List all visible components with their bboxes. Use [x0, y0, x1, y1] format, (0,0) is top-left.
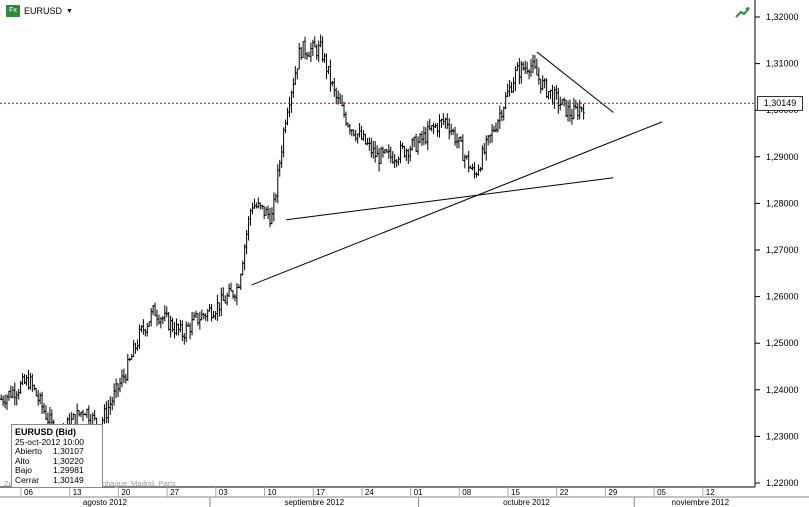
day-tick-label: 27 — [170, 488, 179, 497]
day-tick-label: 13 — [73, 488, 82, 497]
price-tick-label: 1,25000 — [766, 338, 799, 348]
day-tick-label: 29 — [608, 488, 617, 497]
time-axis[interactable]: 06 13 20 27 03 10 17 24 01 08 15 22 29 05 12 — [20, 487, 715, 497]
symbol-name: EURUSD — [24, 6, 63, 16]
day-tick-label: 06 — [24, 488, 33, 497]
price-tick-label: 1,31000 — [766, 59, 799, 69]
current-price-label: 1,30149 — [757, 96, 803, 111]
month-axis[interactable]: agosto 2012 septiembre 2012 octubre 2012 no… — [83, 497, 730, 507]
month-label: noviembre 2012 — [672, 498, 730, 507]
day-tick-label: 22 — [560, 488, 569, 497]
price-tick-label: 1,24000 — [766, 385, 799, 395]
data-window-title: EURUSD (Bid) — [15, 427, 76, 437]
price-tick-label: 1,28000 — [766, 198, 799, 208]
data-window-datetime: 25-oct-2012 10:00 — [15, 437, 84, 447]
data-row-label: Bajo — [15, 465, 33, 475]
trendline — [536, 51, 614, 113]
day-tick-label: 10 — [268, 488, 277, 497]
data-row-high: Alto 1,30220 — [15, 455, 99, 467]
data-row-low: Bajo 1,29981 — [15, 465, 99, 476]
price-tick-label: 1,29000 — [766, 152, 799, 162]
day-tick-label: 03 — [219, 488, 228, 497]
price-tick-label: 1,26000 — [766, 292, 799, 302]
price-axis[interactable]: 1,320001,310001,300001,290001,280001,270… — [755, 12, 799, 488]
price-bars — [0, 34, 585, 450]
data-row-open: Abierto 1,30107 — [15, 446, 99, 457]
symbol-selector[interactable]: Fx EURUSD ▼ — [6, 4, 73, 18]
data-row-label: Cerrar — [15, 474, 40, 485]
trend-arrow-icon[interactable] — [735, 6, 751, 18]
data-row-value: 1,30220 — [53, 455, 84, 466]
data-window: EURUSD (Bid) 25-oct-2012 10:00 Abierto 1… — [11, 424, 103, 488]
price-tick-label: 1,22000 — [766, 478, 799, 488]
day-tick-label: 12 — [706, 488, 715, 497]
day-tick-label: 01 — [414, 488, 423, 497]
fx-badge: Fx — [6, 5, 20, 17]
trendline — [286, 177, 614, 221]
price-tick-label: 1,32000 — [766, 12, 799, 22]
day-tick-label: 05 — [657, 488, 666, 497]
data-row-value: 1,30149 — [53, 474, 84, 485]
day-tick-label: 17 — [316, 488, 325, 497]
day-tick-label: 20 — [121, 488, 130, 497]
data-row-label: Abierto — [15, 446, 42, 456]
day-tick-label: 08 — [462, 488, 471, 497]
trendline — [251, 121, 663, 286]
price-tick-label: 1,23000 — [766, 431, 799, 441]
data-row-label: Alto — [15, 455, 30, 466]
month-label: agosto 2012 — [83, 498, 128, 507]
data-row-value: 1,29981 — [53, 465, 84, 475]
month-label: octubre 2012 — [503, 498, 550, 507]
day-tick-label: 15 — [511, 488, 520, 497]
price-tick-label: 1,27000 — [766, 245, 799, 255]
chevron-down-icon: ▼ — [66, 7, 73, 15]
data-row-close: Cerrar 1,30149 — [15, 474, 99, 486]
day-tick-label: 24 — [365, 488, 374, 497]
month-label: septiembre 2012 — [284, 498, 344, 507]
trendlines — [251, 51, 663, 286]
data-row-value: 1,30107 — [53, 446, 84, 456]
